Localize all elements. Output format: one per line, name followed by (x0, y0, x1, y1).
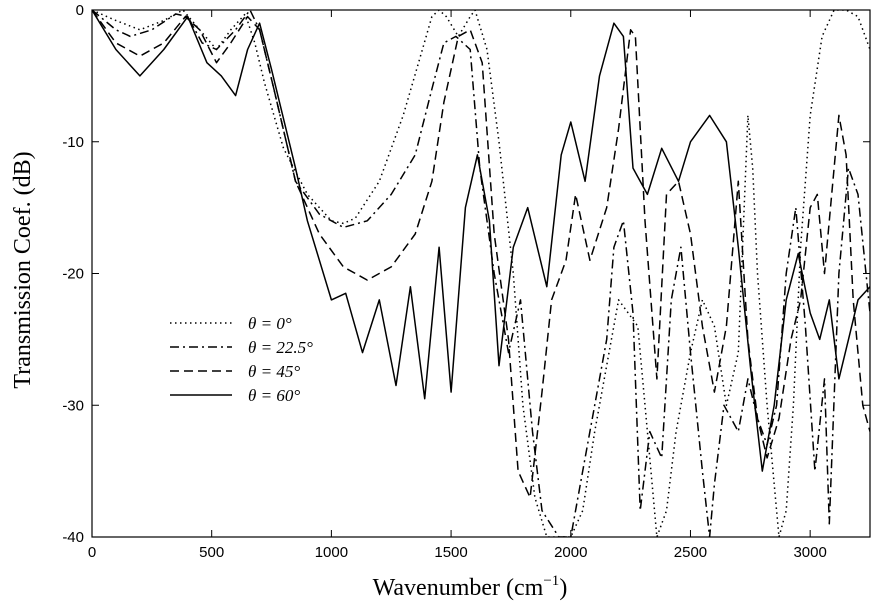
series-layer (92, 10, 870, 537)
y-tick-label: -30 (62, 397, 84, 414)
y-axis-label: Transmission Coef. (dB) (10, 151, 36, 388)
axis-ticks: 0 500 1000 1500 2000 2500 3000 0 -10 -20 -30 -40 (62, 2, 870, 561)
y-tick-label: -40 (62, 529, 84, 546)
legend: θ = 0° θ = 22.5° θ = 45° θ = 60° (170, 314, 313, 405)
x-tick-label: 1000 (315, 544, 348, 561)
legend-label: θ = 22.5° (248, 338, 313, 357)
legend-label: θ = 45° (248, 362, 300, 381)
x-axis-label-close: ) (559, 575, 567, 601)
x-axis-label: Wavenumber (cm−1) (373, 573, 568, 601)
legend-label: θ = 0° (248, 314, 292, 333)
y-axis-title: Transmission Coef. (dB) (10, 151, 36, 388)
y-tick-label: 0 (76, 2, 84, 19)
series-line-solid (92, 10, 870, 472)
plot-border (91, 9, 871, 538)
legend-label: θ = 60° (248, 386, 300, 405)
x-tick-label: 3000 (793, 544, 826, 561)
x-axis-label-exponent: −1 (543, 573, 559, 589)
x-axis-label-main: Wavenumber (cm (373, 575, 544, 601)
y-tick-label: -10 (62, 134, 84, 151)
series-line-dotted (92, 10, 870, 537)
series-line-dashdot (92, 10, 870, 537)
x-tick-label: 0 (88, 544, 96, 561)
plot-area (91, 9, 871, 538)
y-tick-label: -20 (62, 266, 84, 283)
x-tick-label: 2000 (554, 544, 587, 561)
series-line-dashed (92, 10, 870, 499)
x-tick-label: 500 (199, 544, 224, 561)
x-tick-label: 2500 (674, 544, 707, 561)
x-tick-label: 1500 (434, 544, 467, 561)
